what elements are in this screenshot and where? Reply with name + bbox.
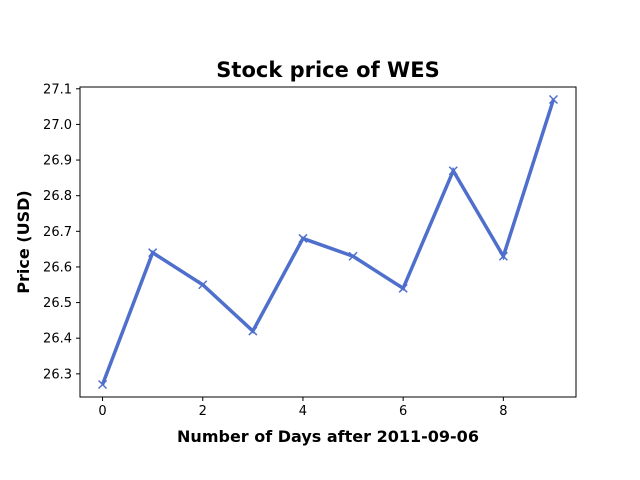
y-tick-label: 26.9	[43, 154, 72, 169]
data-point-marker	[448, 166, 458, 176]
data-point-marker	[298, 233, 308, 243]
x-tick-label: 6	[399, 404, 407, 419]
data-point-marker	[548, 94, 558, 105]
y-tick-label: 27.1	[43, 82, 72, 97]
x-tick-label: 2	[199, 404, 207, 419]
series-line	[100, 98, 556, 386]
data-point-marker	[398, 283, 408, 293]
series-group	[98, 94, 558, 390]
y-tick-label: 26.3	[43, 367, 72, 382]
x-axis-label: Number of Days after 2011-09-06	[177, 427, 479, 446]
data-point-marker	[248, 326, 258, 336]
data-point-marker	[98, 379, 108, 390]
y-tick-label: 27.0	[43, 118, 72, 133]
y-tick-label: 26.4	[43, 332, 72, 347]
data-point-marker	[198, 280, 208, 290]
y-axis-label: Price (USD)	[14, 190, 33, 293]
y-tick-label: 26.5	[43, 296, 72, 311]
y-tick-label: 26.6	[43, 260, 72, 275]
x-tick-label: 0	[98, 404, 106, 419]
x-tick-label: 4	[299, 404, 307, 419]
axis-ticks: 0 2 4 6 8 26.3 26.4 26.5 26.6 26.7 26.8 26.9 27.0 27.…	[43, 82, 507, 419]
data-point-marker	[498, 251, 508, 261]
y-tick-label: 26.8	[43, 189, 72, 204]
plot-area	[79, 86, 577, 398]
y-tick-label: 26.7	[43, 225, 72, 240]
x-tick-label: 8	[499, 404, 507, 419]
data-point-marker	[348, 251, 358, 261]
chart-title: Stock price of WES	[216, 58, 439, 82]
data-point-marker	[148, 248, 158, 258]
